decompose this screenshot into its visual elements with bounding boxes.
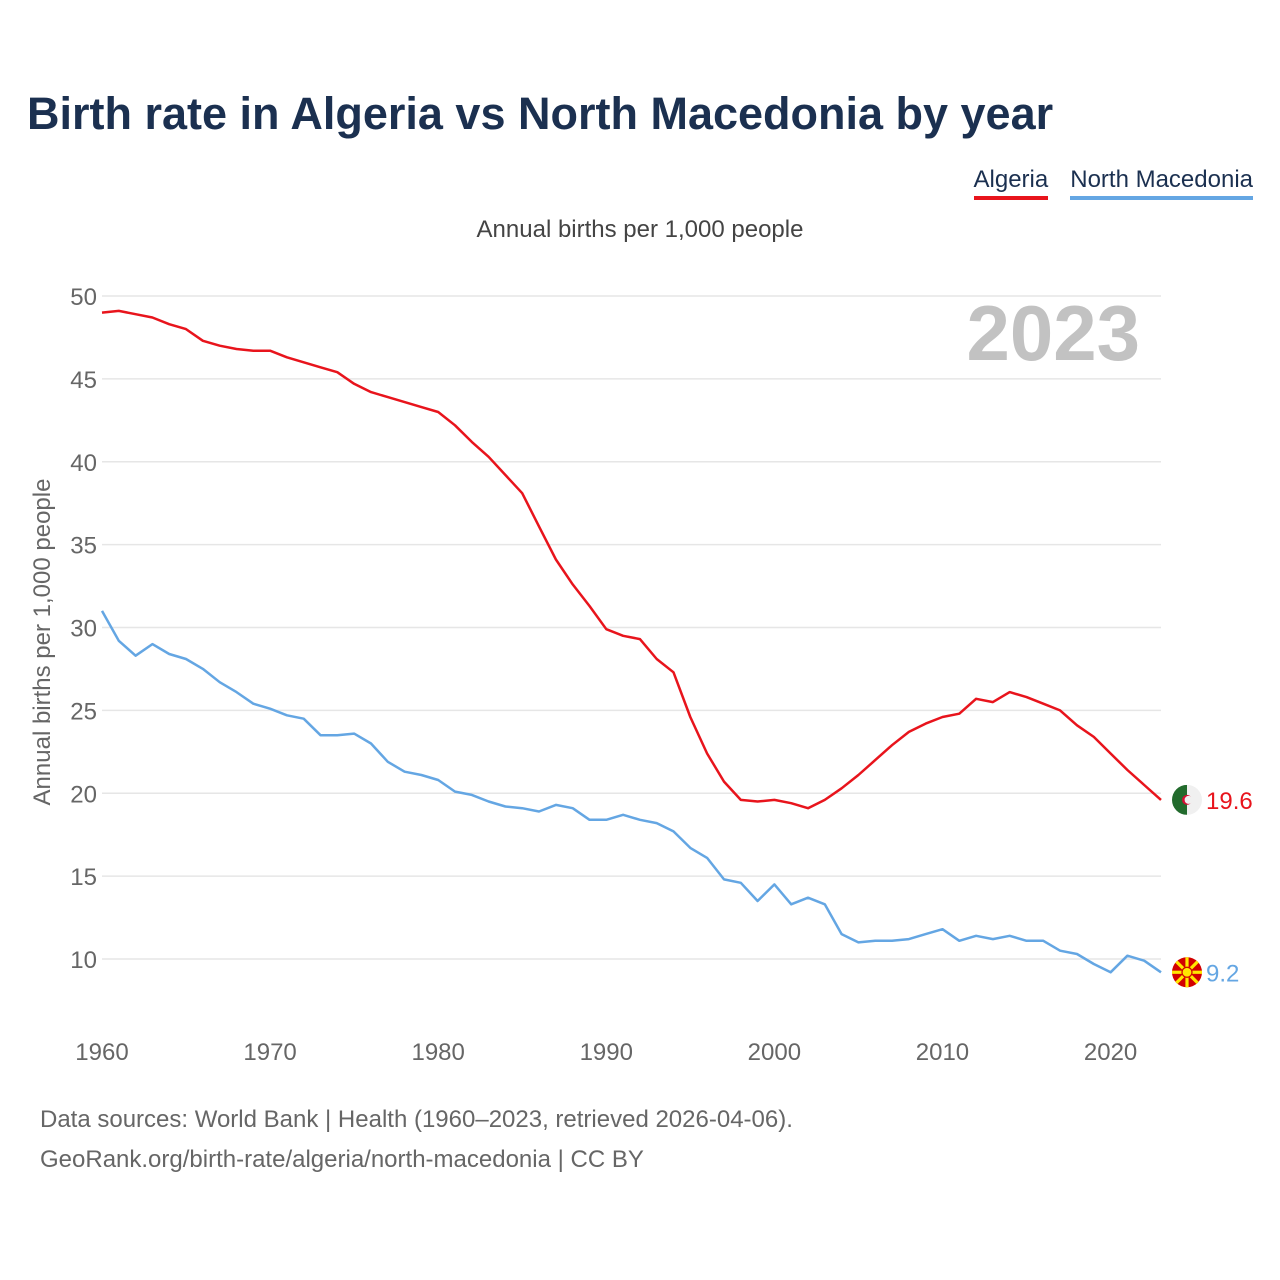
legend-item-north-macedonia[interactable]: North Macedonia [1070, 166, 1253, 200]
y-tick-label: 40 [70, 450, 97, 477]
series-line-north-macedonia [100, 610, 1162, 974]
y-tick-label: 35 [70, 533, 97, 560]
x-tick-label: 1990 [580, 1039, 633, 1066]
year-watermark: 2023 [966, 289, 1140, 377]
line-chart: 10 15 20 25 30 35 40 45 50 1960 1970 1980 1990 2000 20… [29, 284, 1253, 1066]
end-value-label: 19.6 [1206, 788, 1253, 815]
x-tick-label: 1960 [75, 1039, 128, 1066]
y-tick-label: 20 [70, 781, 97, 808]
legend-item-algeria[interactable]: Algeria [973, 166, 1049, 200]
y-tick-label: 15 [70, 864, 97, 891]
page-title: Birth rate in Algeria vs North Macedonia… [27, 88, 1054, 139]
y-tick-label: 50 [70, 284, 97, 311]
y-tick-label: 25 [70, 698, 97, 725]
x-tick-label: 2020 [1084, 1039, 1137, 1066]
x-tick-label: 2000 [748, 1039, 801, 1066]
y-tick-label: 10 [70, 947, 97, 974]
north-macedonia-flag-icon [1172, 957, 1202, 988]
x-tick-label: 1980 [411, 1039, 464, 1066]
series-line-algeria [101, 309, 1162, 810]
legend: Algeria North Macedonia [973, 166, 1253, 200]
x-tick-label: 1970 [243, 1039, 296, 1066]
y-tick-label: 30 [70, 616, 97, 643]
chart-subtitle: Annual births per 1,000 people [476, 216, 804, 243]
footer-attribution[interactable]: GeoRank.org/birth-rate/algeria/north-mac… [40, 1146, 644, 1173]
y-tick-label: 45 [70, 367, 97, 394]
y-axis-label: Annual births per 1,000 people [29, 479, 56, 806]
x-tick-label: 2010 [916, 1039, 969, 1066]
end-value-label: 9.2 [1206, 960, 1239, 987]
footer-sources: Data sources: World Bank | Health (1960–… [40, 1106, 793, 1133]
algeria-flag-icon [1172, 784, 1202, 815]
